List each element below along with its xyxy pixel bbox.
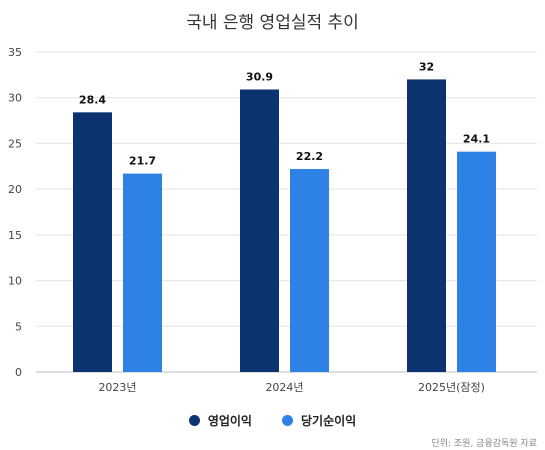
x-category-label: 2023년 (98, 381, 136, 394)
y-tick-label: 25 (8, 137, 22, 150)
legend-label-net-income: 당기순이익 (300, 414, 357, 428)
data-label: 24.1 (463, 133, 490, 146)
x-category-label: 2024년 (265, 381, 303, 394)
x-category-label: 2025년(잠정) (418, 381, 485, 394)
legend: 영업이익 당기순이익 (0, 412, 545, 429)
data-label: 32 (419, 60, 434, 73)
data-label: 22.2 (296, 150, 323, 163)
legend-swatch-operating-profit (188, 415, 200, 426)
data-label: 28.4 (79, 93, 106, 106)
bar (240, 89, 279, 372)
legend-item-net-income: 당기순이익 (281, 412, 357, 429)
legend-label-operating-profit: 영업이익 (207, 414, 252, 428)
legend-item-operating-profit: 영업이익 (188, 412, 252, 429)
y-tick-label: 5 (15, 320, 22, 333)
y-tick-label: 10 (8, 275, 22, 288)
y-tick-label: 0 (15, 366, 22, 379)
bar (290, 169, 329, 372)
bar (407, 79, 446, 372)
data-label: 30.9 (246, 70, 273, 83)
y-tick-label: 35 (8, 46, 22, 59)
bar (123, 173, 162, 372)
chart-title: 국내 은행 영업실적 추이 (186, 13, 359, 33)
y-tick-label: 30 (8, 92, 22, 105)
y-tick-label: 20 (8, 183, 22, 196)
bar (73, 112, 112, 372)
y-tick-label: 15 (8, 229, 22, 242)
legend-swatch-net-income (281, 415, 293, 426)
data-label: 21.7 (129, 155, 156, 168)
bar (457, 151, 496, 372)
source-note: 단위: 조원, 금융감독원 자료 (431, 439, 537, 449)
